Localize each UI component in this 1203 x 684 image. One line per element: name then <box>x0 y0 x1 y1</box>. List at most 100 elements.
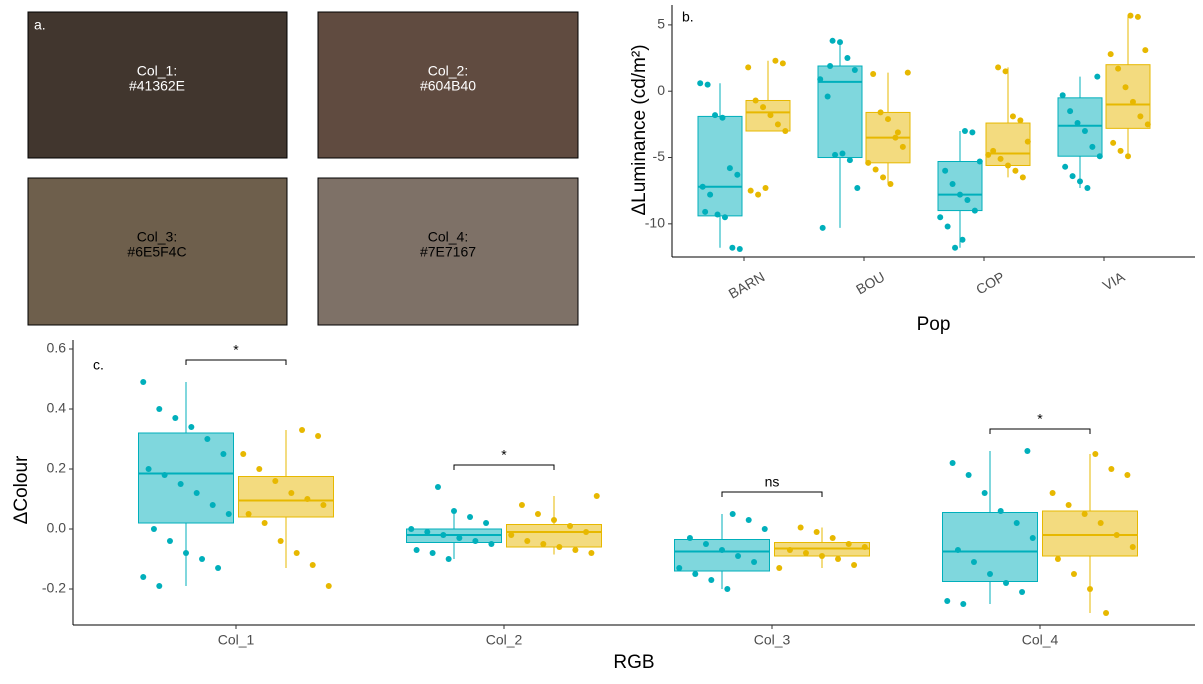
point <box>1129 544 1136 550</box>
point <box>315 433 322 439</box>
point <box>1067 108 1074 115</box>
point <box>1110 139 1117 146</box>
significance-bracket <box>989 428 1091 434</box>
point <box>704 81 711 88</box>
point <box>177 481 184 487</box>
box <box>817 65 863 159</box>
point <box>193 490 200 496</box>
point <box>813 529 820 535</box>
point <box>1096 153 1103 160</box>
point <box>802 550 809 556</box>
point <box>1002 68 1009 75</box>
point <box>708 577 715 583</box>
y-axis-title: ΔLuminance (cd/m²) <box>629 44 650 215</box>
point <box>1115 65 1122 72</box>
point <box>942 167 949 174</box>
point <box>959 236 966 243</box>
point <box>937 214 944 221</box>
point <box>762 185 769 192</box>
swatch-hex: #7E7167 <box>420 244 476 260</box>
point <box>797 524 804 531</box>
y-tick-label: 0.6 <box>47 340 67 356</box>
point <box>981 490 988 496</box>
panel-label: c. <box>93 357 104 373</box>
point <box>702 541 709 547</box>
point <box>829 535 836 541</box>
significance-bracket <box>185 359 287 365</box>
point <box>714 211 721 218</box>
point <box>729 511 736 517</box>
point <box>1005 162 1011 169</box>
x-axis-title: RGB <box>613 652 654 673</box>
point <box>845 541 852 547</box>
point <box>745 64 752 71</box>
point <box>747 187 754 194</box>
y-tick-label: 0.0 <box>47 520 67 536</box>
box <box>238 476 334 518</box>
significance-bracket <box>453 464 555 470</box>
point <box>970 559 977 565</box>
point <box>1089 143 1096 150</box>
y-tick-label: -10 <box>645 215 665 231</box>
point <box>971 207 978 214</box>
y-tick-label: 0.2 <box>47 460 67 476</box>
significance-bracket <box>721 491 823 497</box>
point <box>686 535 693 541</box>
point <box>870 70 877 77</box>
point <box>540 541 547 547</box>
point <box>145 466 152 472</box>
point <box>583 529 590 535</box>
box <box>1042 510 1138 557</box>
point <box>1122 84 1129 91</box>
point <box>887 181 894 188</box>
point <box>518 502 525 508</box>
point <box>772 57 779 64</box>
point <box>819 224 826 231</box>
point <box>861 544 868 550</box>
point <box>472 538 479 544</box>
point <box>954 547 961 553</box>
significance-label: * <box>233 342 239 358</box>
swatch-hex: #604B40 <box>420 78 476 94</box>
x-tick-label: BOU <box>853 268 887 297</box>
point <box>172 415 179 421</box>
swatch-hex: #41362E <box>129 78 185 94</box>
point <box>467 514 474 520</box>
point <box>735 553 742 559</box>
point <box>699 183 706 190</box>
x-tick-label: BARN <box>726 268 768 301</box>
point <box>1017 117 1024 124</box>
box <box>138 432 234 524</box>
point <box>839 150 846 157</box>
point <box>755 191 762 198</box>
point <box>1065 502 1072 508</box>
point <box>140 574 147 580</box>
point <box>819 553 825 559</box>
point <box>851 66 858 73</box>
point <box>817 76 824 83</box>
panel-label: a. <box>34 17 46 33</box>
point <box>304 496 311 502</box>
point <box>204 436 211 442</box>
x-tick-label: Col_4 <box>1022 632 1059 648</box>
point <box>1003 580 1010 586</box>
point <box>997 155 1004 162</box>
point <box>1137 113 1144 120</box>
y-tick-label: -0.2 <box>42 580 66 596</box>
point <box>952 244 959 251</box>
point <box>413 547 420 553</box>
point <box>1129 98 1136 105</box>
box <box>985 122 1031 166</box>
point <box>904 69 911 76</box>
point <box>851 562 858 568</box>
point <box>1108 466 1115 472</box>
point <box>320 502 327 508</box>
swatch-name: Col_1: <box>137 63 177 79</box>
point <box>894 129 901 136</box>
y-tick-label: -5 <box>653 148 666 164</box>
point <box>702 208 709 215</box>
point <box>451 508 457 514</box>
point <box>1024 138 1031 145</box>
point <box>534 511 541 517</box>
point <box>692 571 699 577</box>
